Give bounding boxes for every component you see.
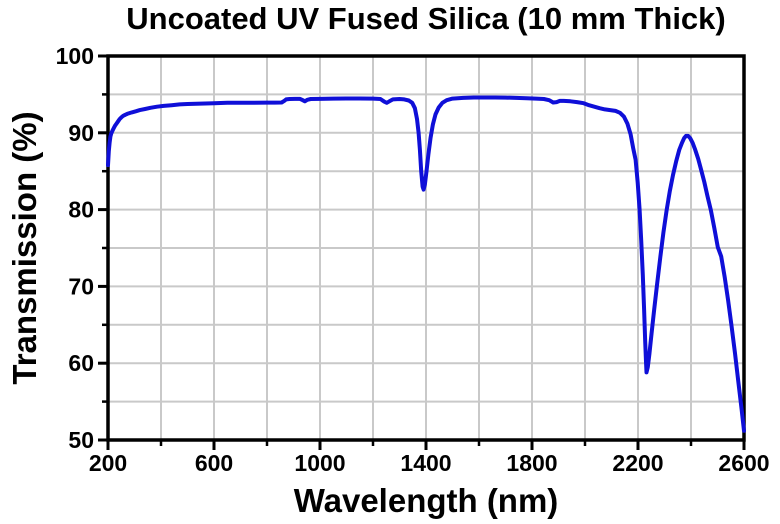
y-tick-label: 80 <box>68 197 94 223</box>
plot-frame <box>106 54 746 442</box>
y-tick-label: 60 <box>68 350 94 376</box>
chart-title: Uncoated UV Fused Silica (10 mm Thick) <box>126 1 726 36</box>
x-tick-label: 1000 <box>294 450 345 476</box>
x-tick-label: 1800 <box>506 450 557 476</box>
y-tick-label: 90 <box>68 120 94 146</box>
x-axis-label: Wavelength (nm) <box>293 482 559 519</box>
y-axis-label: Transmission (%) <box>6 111 43 385</box>
x-tick-label: 2200 <box>612 450 663 476</box>
y-tick-label: 50 <box>68 427 94 453</box>
y-tick-label: 70 <box>68 273 94 299</box>
x-tick-label: 1400 <box>400 450 451 476</box>
transmission-curve <box>106 95 746 433</box>
x-tick-label: 600 <box>195 450 233 476</box>
x-tick-label: 200 <box>89 450 127 476</box>
y-tick-label: 100 <box>56 43 94 69</box>
x-tick-label: 2600 <box>718 450 769 476</box>
